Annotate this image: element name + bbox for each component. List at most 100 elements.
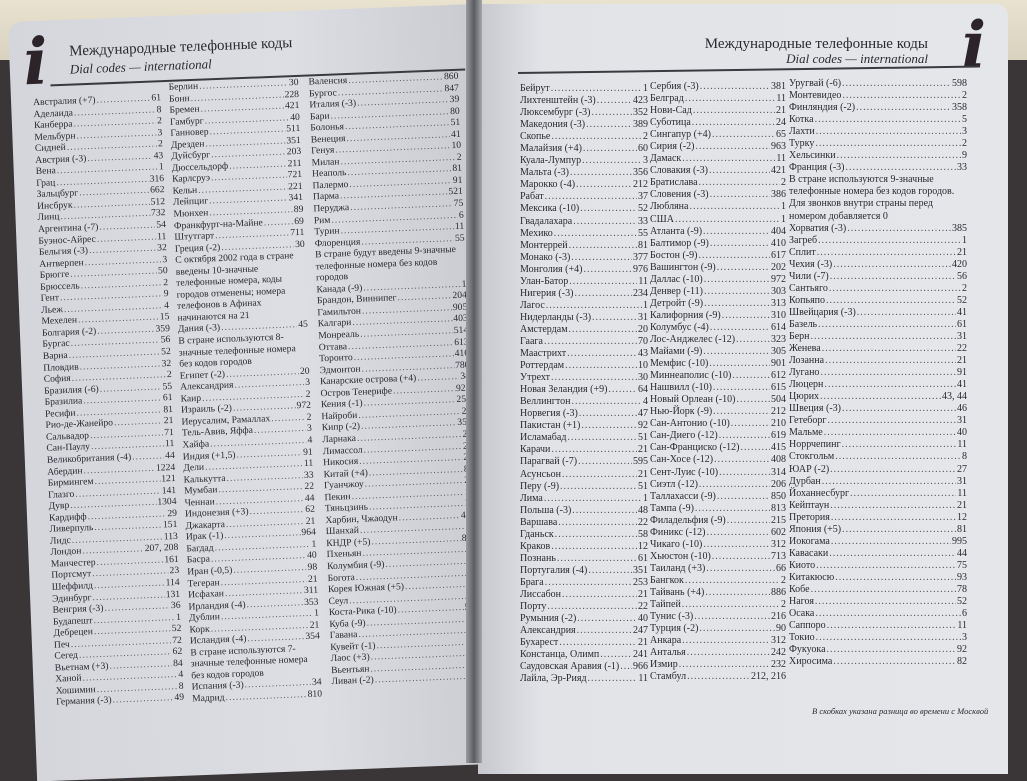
place-name: Лиссабон — [520, 588, 562, 600]
dial-code-entry: Белград 11 — [650, 93, 786, 105]
dial-code: 64 — [638, 384, 648, 396]
dial-code: 21 — [957, 355, 967, 367]
dial-code: 11 — [776, 153, 786, 165]
place-name: Кобе — [789, 583, 810, 595]
dial-code: 11 — [156, 230, 167, 242]
dot-leader — [551, 372, 637, 384]
dial-code-entry: Уругвай (-6) 598 — [789, 78, 967, 90]
place-name: Турин — [314, 225, 340, 238]
dial-code: 27 — [957, 463, 967, 475]
dial-code: 2 — [305, 388, 311, 400]
dial-code: 1 — [313, 607, 320, 619]
dot-leader — [815, 596, 956, 608]
dial-code: 11 — [638, 275, 648, 287]
dial-code: 976 — [633, 263, 648, 275]
dial-code-entry: Сент-Луис (-10) 314 — [650, 467, 786, 479]
book-gutter — [466, 0, 482, 763]
dial-code: 58 — [638, 528, 648, 540]
dial-code-entry: Краков 12 — [520, 541, 648, 553]
dot-leader — [710, 189, 770, 201]
dial-code: 316 — [149, 172, 165, 185]
dial-code-entry: Осака 6 — [789, 608, 967, 620]
dot-leader — [682, 599, 780, 611]
dial-code: 11 — [776, 93, 786, 105]
dial-code: 45 — [298, 319, 309, 331]
dot-leader — [824, 379, 956, 391]
place-name: Нью-Йорк (-9) — [650, 406, 713, 418]
place-name: Турция (-2) — [650, 623, 699, 635]
place-name: Тайпей — [650, 599, 681, 611]
place-name: Германия (-3) — [55, 694, 112, 709]
dial-code-entry: Малайзия (+4) 60 — [520, 143, 648, 155]
place-name: Швеция (-3) — [789, 403, 841, 415]
dial-code: 221 — [287, 180, 303, 193]
dot-leader — [569, 324, 637, 336]
place-name: Суботица — [650, 117, 691, 129]
dial-code-entry: Сингапур (+4) 65 — [650, 129, 786, 141]
dot-leader — [555, 529, 637, 541]
dial-code: 202 — [771, 261, 786, 273]
dial-code-entry: Лахти 3 — [789, 126, 967, 138]
place-name: Белград — [650, 93, 684, 105]
dial-code: 3 — [162, 253, 168, 265]
dial-code-entry: Монтеррей 81 — [520, 240, 648, 252]
place-name: Майами (-9) — [650, 346, 703, 358]
dot-leader — [682, 635, 770, 647]
dial-code: 886 — [771, 586, 786, 598]
dot-leader — [576, 179, 632, 191]
dial-code-entry: Турция (-2) 90 — [650, 623, 786, 635]
dial-code-entry: Роттердам 10 — [520, 360, 648, 372]
dial-code: 81 — [163, 403, 174, 416]
dial-code: 92 — [638, 420, 648, 432]
dial-code-entry: Нови-Сад 21 — [650, 105, 786, 117]
dial-code: 44 — [304, 492, 315, 504]
dial-code-entry: США 1 — [650, 214, 786, 226]
dial-code: 216 — [771, 611, 786, 623]
place-name: Сеул — [328, 594, 349, 607]
place-name: Лугано — [789, 367, 820, 379]
place-name: Малайзия (+4) — [520, 143, 582, 155]
dot-leader — [736, 334, 770, 346]
dial-code-entry: Братислава 2 — [650, 177, 786, 189]
dot-leader — [699, 250, 770, 262]
dial-code-entry: Новая Зеландия (+9) 64 — [520, 384, 648, 396]
dot-leader — [620, 661, 632, 673]
dial-code: 21 — [957, 246, 967, 258]
dial-code: 1 — [158, 161, 164, 173]
place-name: Румыния (-2) — [520, 613, 577, 625]
dial-code: 310 — [771, 309, 786, 321]
dial-code-entry: Суботица 24 — [650, 117, 786, 129]
header-rule — [518, 65, 980, 74]
dial-code: 420 — [952, 258, 967, 270]
dial-code: 901 — [771, 358, 786, 370]
dial-code-entry: Копьяпо 52 — [789, 295, 967, 307]
dial-code-entry: Анкара 312 — [650, 635, 786, 647]
dial-code: 75 — [957, 559, 967, 571]
right-page: Международные телефонные коды Dial codes… — [478, 4, 1008, 774]
dial-code-entry: Саудовская Аравия (-1) 966 — [520, 661, 648, 673]
dial-code: 10 — [451, 139, 462, 152]
place-name: Карачи — [520, 444, 551, 456]
dial-code: 504 — [771, 394, 786, 406]
dial-code: 80 — [449, 105, 460, 117]
dial-code: 247 — [633, 625, 648, 637]
dial-code-entry: Киото 75 — [789, 560, 967, 572]
dial-code: 39 — [449, 93, 460, 106]
dial-code: 82 — [957, 656, 967, 668]
dial-code: 617 — [771, 249, 786, 261]
dot-leader — [704, 286, 770, 298]
dial-code: 41 — [957, 379, 967, 391]
dial-code: 385 — [952, 222, 967, 234]
dot-leader — [822, 476, 956, 488]
dial-code: 2 — [781, 574, 786, 586]
dial-code: 52 — [171, 622, 182, 635]
dot-leader — [704, 274, 770, 286]
dial-codes-column: Валенсия860Бургос847Италия (-3)39Бари80Б… — [308, 71, 481, 688]
dial-code: 113 — [163, 530, 179, 543]
place-name: Варшава — [520, 516, 558, 528]
dial-code: 30 — [294, 238, 305, 250]
dial-code: 51 — [638, 480, 648, 492]
dial-code: 52 — [957, 294, 967, 306]
place-name: Бостон (-9) — [650, 249, 698, 261]
dial-code-entry: Пакистан (+1) 92 — [520, 420, 648, 432]
